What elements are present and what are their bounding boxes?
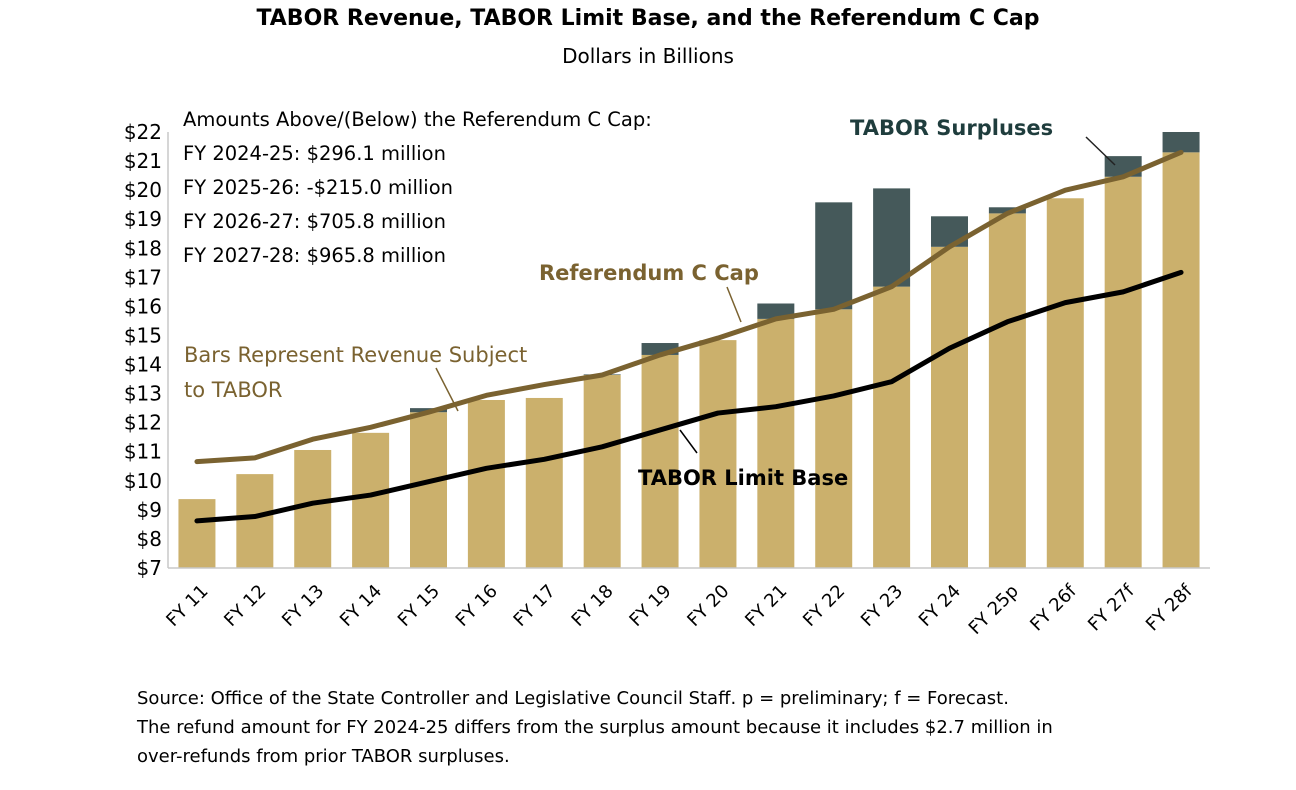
x-tick-label: FY 21 [741,581,791,631]
amount-line: FY 2024-25: $296.1 million [183,142,446,165]
surplus-bar [988,207,1026,214]
revenue-bar [583,374,621,568]
revenue-bar [1104,176,1142,568]
revenue-bar [236,474,274,568]
x-tick-label: FY 15 [394,581,444,631]
y-tick-label: $21 [124,149,162,173]
revenue-bar [699,340,737,568]
leader-line [726,286,742,323]
surplus-bar [641,343,679,355]
y-tick-label: $12 [124,411,162,435]
y-tick-label: $10 [124,469,162,493]
chart-title: TABOR Revenue, TABOR Limit Base, and the… [256,6,1040,31]
x-tick-label: FY 18 [568,581,618,631]
surplus-bar [1162,132,1200,153]
revenue-label-line: Bars Represent Revenue Subject [184,343,527,367]
tabor-limit-base-line [194,269,1184,524]
x-tick-label: FY 16 [452,581,502,631]
x-tick-label: FY 14 [336,581,386,631]
chart-subtitle: Dollars in Billions [562,44,734,68]
revenue-bar [815,309,853,568]
amounts-annotation: Amounts Above/(Below) the Referendum C C… [183,103,652,273]
revenue-bar [988,213,1026,569]
y-tick-label: $17 [124,265,162,289]
amounts-heading: Amounts Above/(Below) the Referendum C C… [183,108,652,131]
tabor-surpluses-label: TABOR Surpluses [850,116,1053,140]
y-tick-label: $22 [124,120,162,144]
y-tick-label: $18 [124,236,162,260]
surplus-bar [931,216,968,247]
amount-line: FY 2025-26: -$215.0 million [183,176,453,199]
x-tick-label: FY 25p [965,581,1023,639]
surplus-bar [873,188,911,287]
y-tick-label: $11 [124,440,162,464]
source-line: Source: Office of the State Controller a… [137,688,1009,709]
revenue-bar [1162,152,1200,568]
x-tick-label: FY 11 [162,581,212,631]
revenue-bar [641,354,679,568]
referendum-c-cap-label: Referendum C Cap [539,261,759,285]
source-note: Source: Office of the State Controller a… [137,684,1053,771]
x-tick-label: FY 12 [220,581,270,631]
leader-line [679,429,698,454]
revenue-bar [467,399,505,568]
y-tick-label: $9 [137,498,162,522]
y-tick-label: $8 [137,527,162,551]
x-tick-label: FY 27f [1084,580,1139,635]
x-tick-label: FY 19 [625,581,675,631]
source-line: over-refunds from prior TABOR surpluses. [137,746,510,767]
leader-line [435,367,459,412]
revenue-bar [873,286,911,568]
surplus-bar [815,202,853,310]
x-tick-label: FY 24 [915,581,965,631]
y-tick-label: $13 [124,382,162,406]
y-tick-label: $16 [124,294,162,318]
y-tick-label: $19 [124,207,162,231]
x-tick-label: FY 22 [799,581,849,631]
revenue-bar [178,499,216,568]
referendum-c-cap-line [194,149,1184,465]
x-tick-label: FY 17 [510,581,560,631]
source-line: The refund amount for FY 2024-25 differs… [137,717,1053,738]
x-tick-label: FY 28f [1142,580,1197,635]
y-tick-label: $14 [124,353,162,377]
revenue-bar [931,246,968,568]
revenue-bar [410,412,447,568]
amount-line: FY 2026-27: $705.8 million [183,210,446,233]
tabor-limit-base-label: TABOR Limit Base [638,466,848,490]
x-tick-label: FY 23 [857,581,907,631]
x-tick-label: FY 20 [683,581,733,631]
y-tick-label: $15 [124,323,162,347]
x-tick-label: FY 26f [1026,580,1081,635]
revenue-label-line: to TABOR [184,378,282,402]
revenue-bar [294,449,332,568]
revenue-bar [757,318,795,568]
leader-line [1085,136,1116,166]
y-tick-label: $20 [124,178,162,202]
revenue-bar [352,432,390,568]
x-tick-label: FY 13 [278,581,328,631]
y-tick-label: $7 [137,556,162,580]
revenue-bar [1046,198,1084,568]
amount-line: FY 2027-28: $965.8 million [183,244,446,267]
revenue-bar [525,397,563,568]
